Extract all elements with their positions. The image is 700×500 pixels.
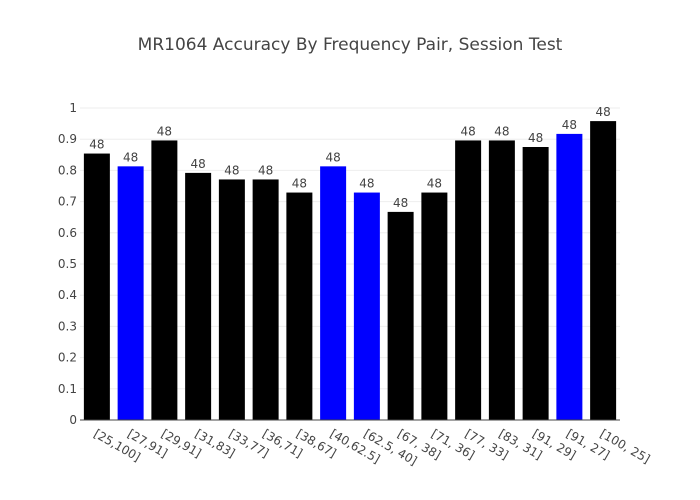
bar[interactable] [488,140,515,420]
bar-data-label: 48 [494,124,509,138]
bar-data-label: 48 [359,177,374,191]
y-tick-label: 0.2 [58,351,77,365]
y-tick-label: 0.1 [58,382,77,396]
y-tick-label: 0.5 [58,257,77,271]
bars [83,121,617,420]
bar[interactable] [286,192,313,420]
bar-data-label: 48 [190,157,205,171]
x-axis-ticks: [25,100][27,91][29,91][31,83][33,77][36,… [91,426,652,468]
bar-data-label: 48 [89,138,104,152]
bar[interactable] [353,192,380,420]
bar[interactable] [387,211,414,420]
bar-data-label: 48 [157,124,172,138]
bar[interactable] [218,179,245,420]
chart-title: MR1064 Accuracy By Frequency Pair, Sessi… [138,35,563,55]
bar[interactable] [556,133,583,420]
bar[interactable] [421,192,448,420]
bar-data-label: 48 [258,163,273,177]
bar[interactable] [590,121,617,420]
y-tick-label: 0.7 [58,195,77,209]
y-axis-ticks: 0 0.1 0.2 0.3 0.4 0.5 0.6 0.7 0.8 0.9 1 [58,101,77,427]
bar[interactable] [320,166,347,420]
bar-data-label: 48 [427,177,442,191]
y-tick-label: 0.9 [58,132,77,146]
y-tick-label: 0 [69,413,77,427]
bar[interactable] [252,179,279,420]
bar[interactable] [185,172,212,420]
data-labels: 48 48 48 48 48 48 48 48 48 48 48 48 48 48 48 48 [89,105,611,210]
bar-data-label: 48 [562,118,577,132]
bar-data-label: 48 [393,196,408,210]
bar-data-label: 48 [325,150,340,164]
bar-data-label: 48 [292,177,307,191]
bar-data-label: 48 [224,163,239,177]
bar[interactable] [522,147,549,420]
y-tick-label: 1 [69,101,77,115]
y-tick-label: 0.3 [58,319,77,333]
bar[interactable] [151,140,178,420]
y-tick-label: 0.6 [58,226,77,240]
y-tick-label: 0.4 [58,288,77,302]
bar-data-label: 48 [595,105,610,119]
bar[interactable] [117,166,144,420]
bar[interactable] [455,140,482,420]
bar-data-label: 48 [123,150,138,164]
bar-data-label: 48 [460,124,475,138]
y-tick-label: 0.8 [58,163,77,177]
bar[interactable] [83,153,110,420]
bar-data-label: 48 [528,131,543,145]
